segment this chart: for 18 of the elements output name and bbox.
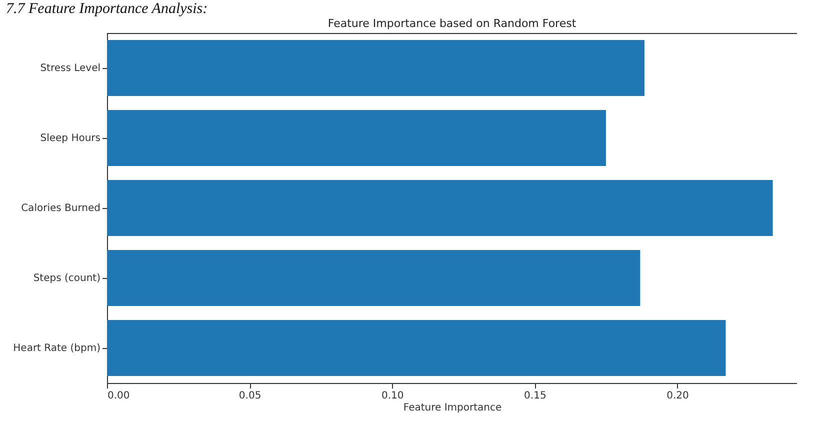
bar: [107, 180, 773, 236]
y-tick-label: Steps (count): [33, 273, 101, 284]
x-tick-label: 0.20: [666, 390, 689, 402]
text: 7.7 Feature Importance Analysis:: [6, 1, 208, 18]
y-tick-label: Stress Level: [40, 63, 100, 74]
bar: [107, 40, 644, 96]
bar: [107, 320, 726, 376]
y-tick-label: Heart Rate (bpm): [13, 343, 101, 354]
y-tick-label: Sleep Hours: [40, 133, 100, 144]
bar: [107, 250, 640, 306]
chart-title: Feature Importance based on Random Forest: [328, 17, 577, 30]
x-axis-title: Feature Importance: [403, 402, 502, 414]
x-tick-label: 0.00: [108, 390, 130, 402]
x-tick-label: 0.15: [524, 390, 546, 402]
x-tick-label: 0.10: [381, 390, 404, 402]
y-tick-label: Calories Burned: [21, 203, 100, 214]
x-tick-label: 0.05: [238, 390, 262, 402]
bar: [107, 110, 606, 166]
